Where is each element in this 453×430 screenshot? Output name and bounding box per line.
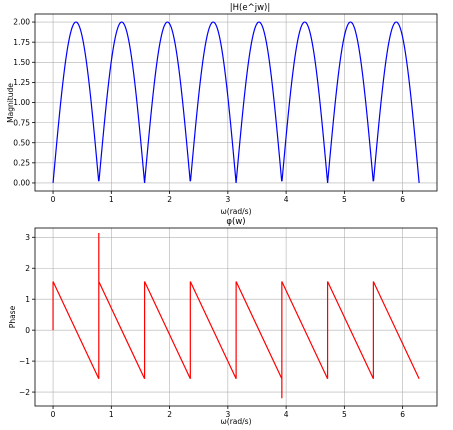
y-tick-label: 1.75: [13, 38, 30, 47]
magnitude-plot-title: |H(e^jw)|: [230, 3, 270, 13]
x-tick-label: 2: [167, 195, 172, 204]
x-tick-label: 5: [342, 195, 347, 204]
x-tick-label: 0: [51, 195, 56, 204]
x-tick-label: 1: [109, 195, 114, 204]
y-tick-label: 1.25: [13, 78, 30, 87]
y-tick-label: −1: [19, 357, 30, 366]
x-tick-label: 3: [225, 195, 230, 204]
magnitude-gridlines: [35, 14, 437, 191]
phase-plot-title: φ(w): [226, 217, 245, 227]
magnitude-line: [52, 21, 420, 184]
y-tick-label: 1.00: [13, 98, 30, 107]
y-tick-label: 0: [25, 326, 30, 335]
magnitude-xlabel: ω(rad/s): [220, 207, 251, 216]
x-tick-label: 5: [342, 410, 347, 419]
y-tick-label: 0.75: [13, 118, 30, 127]
phase-axes-frame: [34, 227, 438, 407]
y-tick-label: 2.00: [13, 18, 30, 27]
y-tick-label: 1: [25, 295, 30, 304]
x-tick-label: 3: [225, 410, 230, 419]
phase-plot: φ(w) 0 1 2 3 4 5 6 −2 −1 0 1 2 3 ω(rad/s) Phase: [8, 217, 438, 426]
y-tick-label: 2: [25, 264, 30, 273]
y-tick-label: 3: [25, 233, 30, 242]
x-tick-label: 6: [400, 195, 405, 204]
y-tick-label: 0.25: [13, 159, 30, 168]
magnitude-ticks: 0 1 2 3 4 5 6 0.00 0.25 0.50 0.75 1.00 1.25 1.50 1.75 2…: [13, 18, 405, 204]
x-tick-label: 6: [400, 410, 405, 419]
y-tick-label: −2: [19, 388, 30, 397]
magnitude-axes-frame: [34, 13, 438, 192]
magnitude-ylabel: Magnitude: [6, 83, 15, 123]
x-tick-label: 2: [167, 410, 172, 419]
x-tick-label: 4: [284, 410, 289, 419]
phase-line: [52, 232, 420, 399]
y-tick-label: 0.00: [13, 179, 30, 188]
x-tick-label: 0: [51, 410, 56, 419]
phase-xlabel: ω(rad/s): [220, 417, 251, 426]
x-tick-label: 4: [284, 195, 289, 204]
y-tick-label: 1.50: [13, 58, 30, 67]
x-tick-label: 1: [109, 410, 114, 419]
y-tick-label: 0.50: [13, 138, 30, 147]
phase-ylabel: Phase: [8, 305, 17, 328]
magnitude-plot: |H(e^jw)| 0 1 2 3 4 5 6 0.00 0.25 0.50 0.75 1.00 1.2…: [6, 3, 438, 216]
phase-ticks: 0 1 2 3 4 5 6 −2 −1 0 1 2 3: [19, 233, 405, 419]
